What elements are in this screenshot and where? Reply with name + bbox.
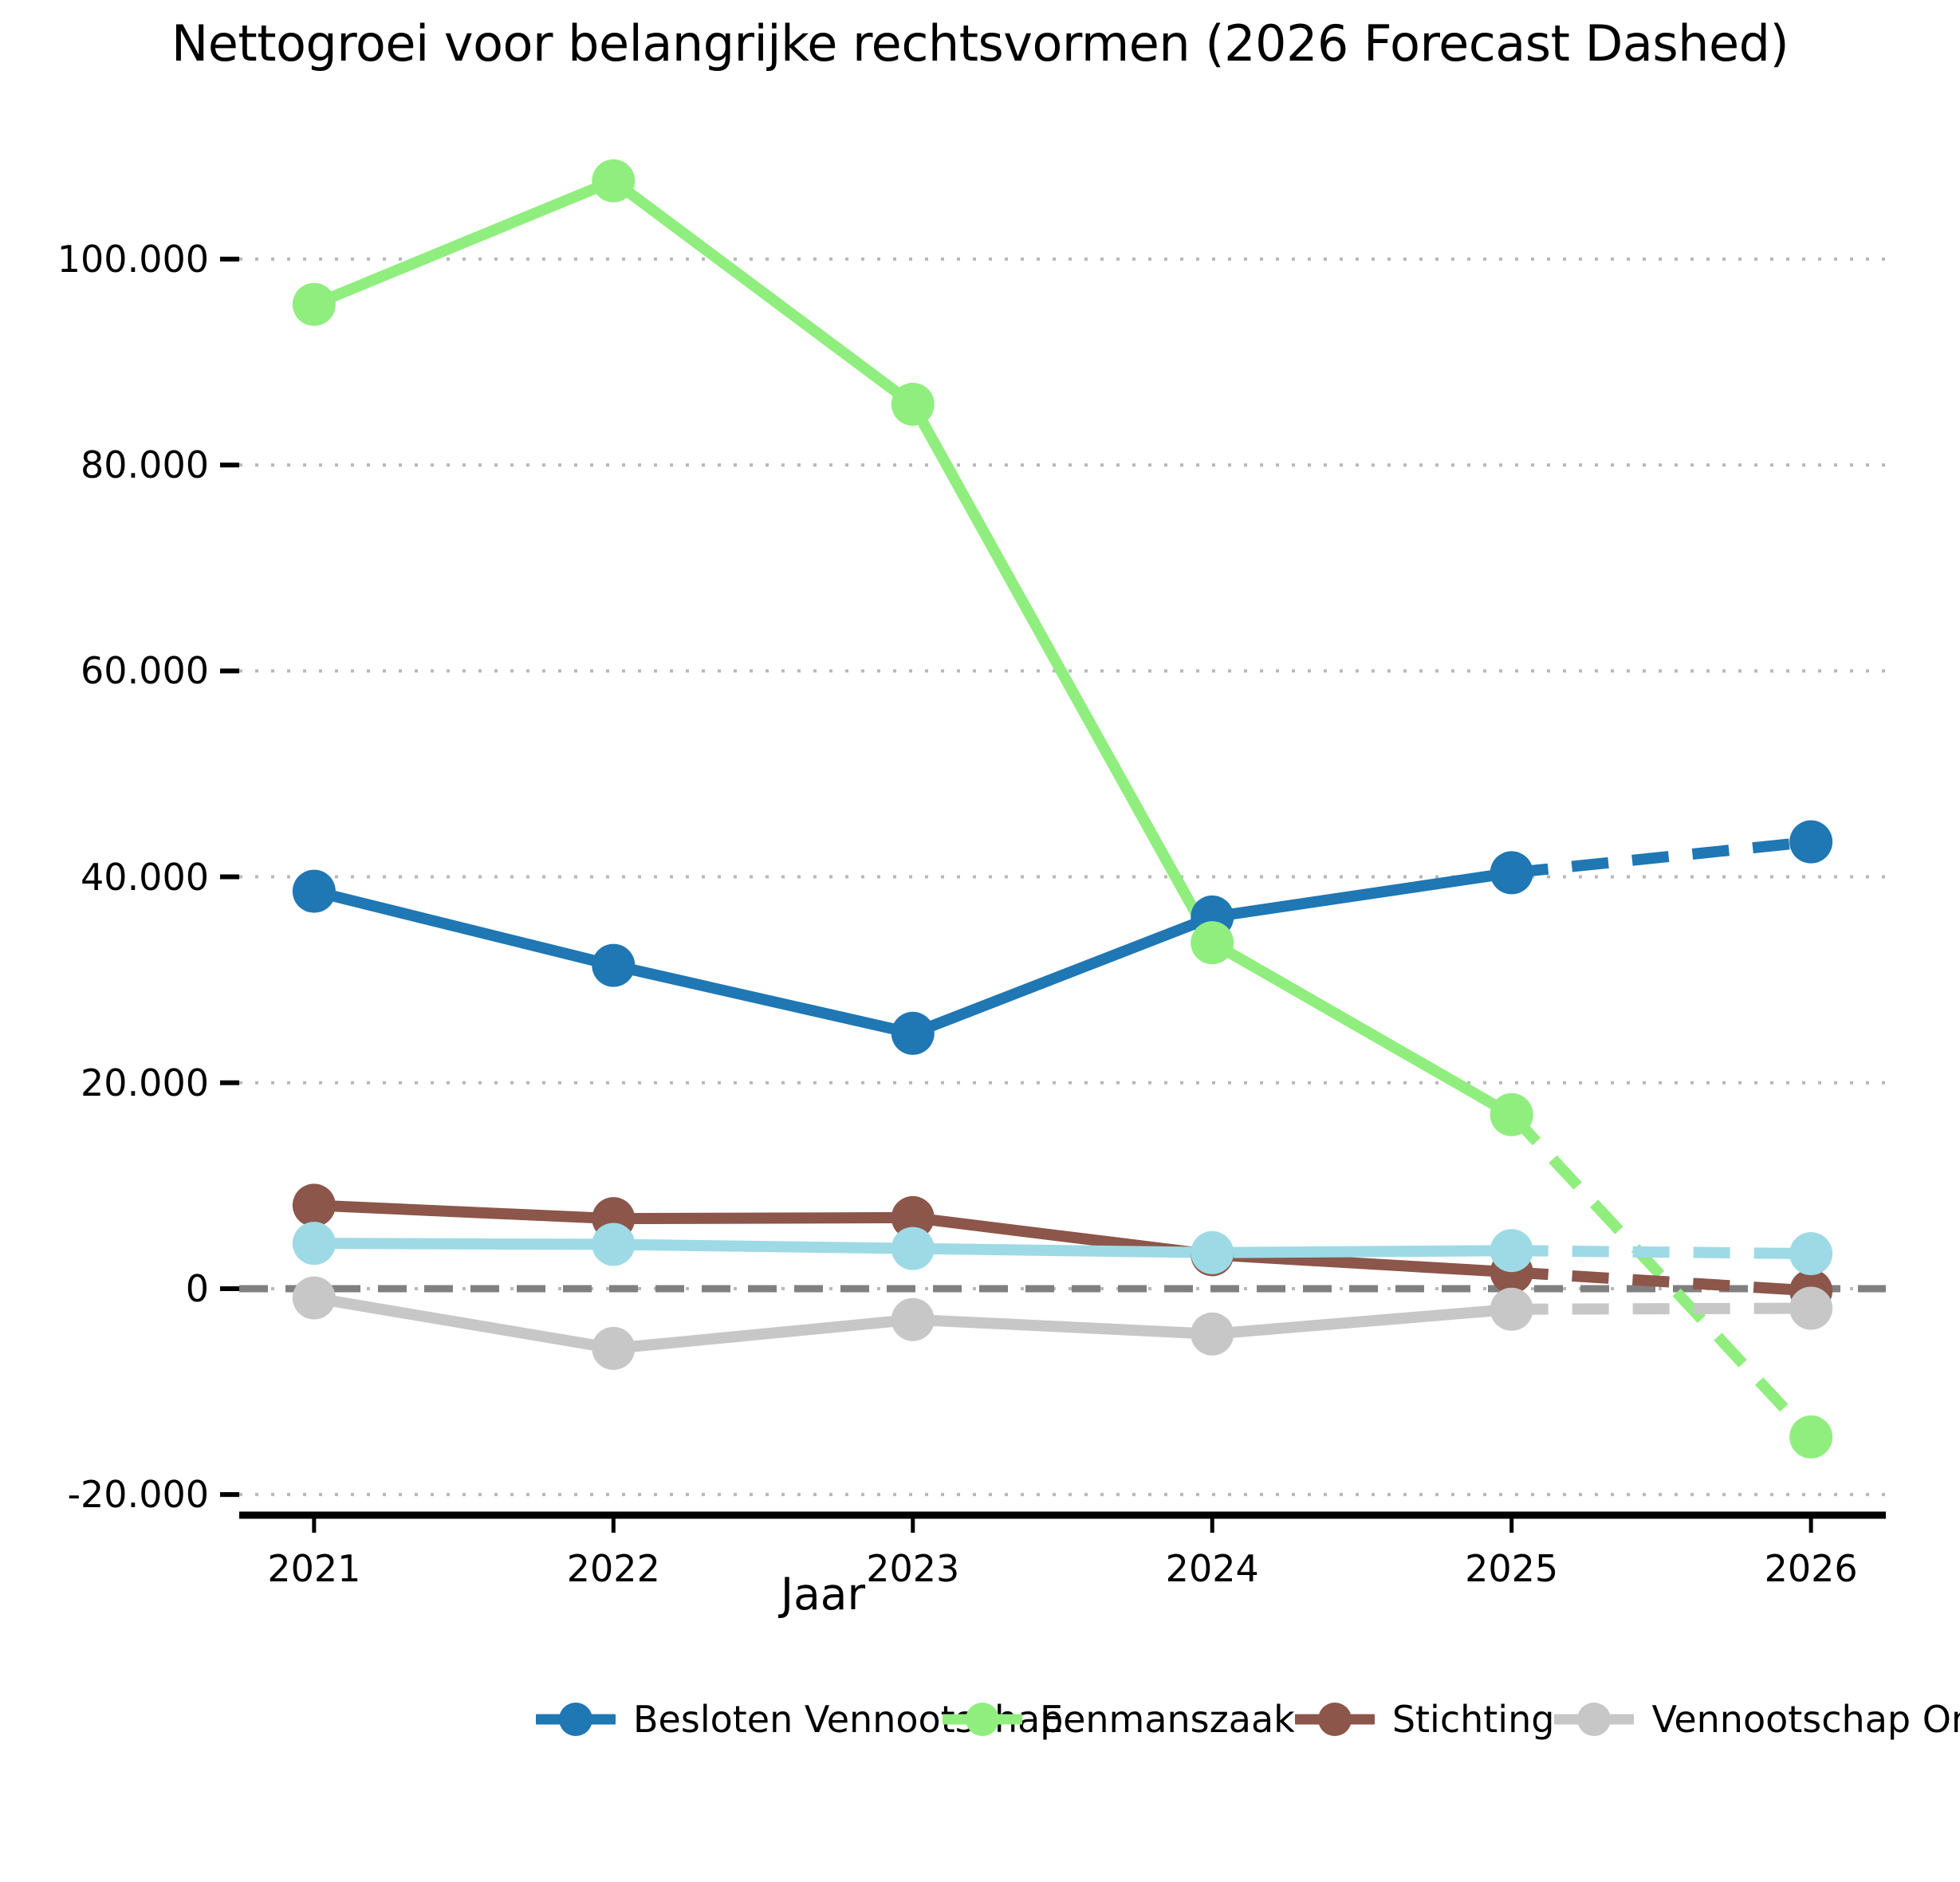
- data-point-marker: [891, 1011, 935, 1055]
- data-point-marker: [592, 159, 636, 203]
- y-tick-label: 100.000: [57, 237, 209, 281]
- data-point-marker: [1789, 1286, 1833, 1330]
- legend-item[interactable]: Vennootschap Onder Firma: [1554, 1698, 1960, 1741]
- data-point-marker: [1490, 1287, 1533, 1331]
- series-segment-dashed: [1511, 1245, 1812, 1260]
- legend-dot-swatch: [966, 1703, 999, 1736]
- data-point-marker: [1789, 1232, 1833, 1276]
- data-point-marker: [1191, 1230, 1234, 1274]
- legend-marker-icon: [1294, 1702, 1375, 1737]
- series-segment-solid: [308, 175, 1517, 1120]
- data-point-marker: [891, 382, 935, 426]
- data-point-marker: [292, 1276, 336, 1320]
- series-line: [308, 836, 1812, 1039]
- series-line: [308, 1292, 1812, 1354]
- legend-item-label: Eenmanszaak: [1040, 1698, 1295, 1741]
- x-tick-label: 2025: [1465, 1547, 1559, 1590]
- data-point-marker: [1490, 851, 1533, 895]
- legend-dot-swatch: [1317, 1703, 1352, 1736]
- y-tick-label: 60.000: [81, 649, 209, 693]
- data-point-marker: [891, 1297, 935, 1341]
- legend-item-label: Vennootschap Onder Firma: [1651, 1698, 1960, 1741]
- data-point-marker: [292, 1183, 336, 1227]
- data-point-marker: [292, 1222, 336, 1266]
- x-axis-label: Jaar: [780, 1569, 866, 1620]
- legend-item[interactable]: Stichting: [1294, 1698, 1555, 1741]
- legend-marker-icon: [943, 1702, 1022, 1737]
- legend-dot-swatch: [559, 1703, 592, 1736]
- chart-title: Nettogroei voor belangrijke rechtsvormen…: [171, 14, 1789, 73]
- data-point-marker: [891, 1226, 935, 1270]
- plot-area: -20.000 0 20.000 40.000 60.000 80.000 100.000 2…: [57, 136, 1886, 1590]
- y-tick-label: 0: [185, 1266, 209, 1310]
- data-point-marker: [1490, 1093, 1533, 1136]
- data-point-marker: [292, 282, 336, 326]
- x-tick-label: 2021: [267, 1547, 361, 1590]
- y-tick-label: 20.000: [81, 1061, 209, 1104]
- data-point-marker: [592, 1223, 636, 1266]
- data-point-marker: [1789, 820, 1833, 864]
- y-tick-label: 80.000: [81, 443, 209, 487]
- data-point-marker: [1789, 1415, 1833, 1459]
- legend-marker-icon: [1554, 1702, 1635, 1737]
- y-tick-label: -20.000: [67, 1473, 209, 1517]
- data-point-marker: [292, 869, 336, 913]
- x-tick-label: 2026: [1764, 1547, 1858, 1590]
- legend-item[interactable]: Besloten Vennootschap: [536, 1698, 1064, 1741]
- series-segment-dashed: [1510, 836, 1812, 879]
- data-point-marker: [592, 943, 636, 987]
- legend-marker-icon: [536, 1702, 616, 1737]
- legend-item[interactable]: Eenmanszaak: [943, 1698, 1295, 1741]
- series-segment-dashed: [1511, 1266, 1812, 1297]
- data-point-marker: [592, 1326, 636, 1370]
- x-tick-label: 2022: [566, 1547, 660, 1590]
- plot-svg: [220, 159, 1886, 1533]
- series-segment-dashed: [1507, 1111, 1816, 1441]
- series-line: [308, 1238, 1812, 1260]
- x-tick-label: 2024: [1165, 1547, 1259, 1590]
- legend-item-label: Stichting: [1391, 1698, 1555, 1741]
- chart-legend: Besloten Vennootschap Eenmanszaak Stichtin…: [536, 1691, 1960, 1748]
- data-point-marker: [1490, 1229, 1533, 1273]
- data-point-marker: [1191, 921, 1234, 965]
- data-point-marker: [1191, 1312, 1234, 1356]
- legend-dot-swatch: [1577, 1703, 1612, 1736]
- y-tick-label: 40.000: [81, 855, 209, 899]
- data-point-marker: [891, 1195, 935, 1239]
- x-tick-label: 2023: [866, 1547, 960, 1590]
